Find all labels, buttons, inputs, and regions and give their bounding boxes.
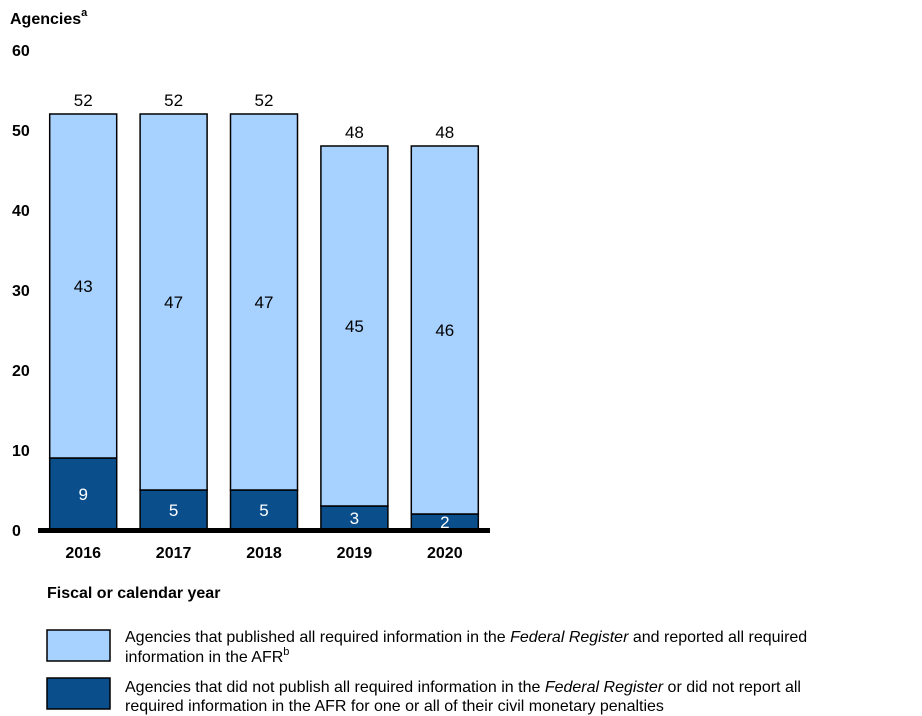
bar-total-label: 52 (164, 91, 183, 110)
x-axis-labels: 2016 2017 2018 2019 2020 (65, 545, 462, 562)
segment-value-label: 9 (78, 485, 87, 504)
bar-total-label: 52 (255, 91, 274, 110)
x-tick-label: 2017 (156, 545, 192, 562)
bar-total-label: 48 (345, 123, 364, 142)
x-tick-label: 2020 (427, 545, 463, 562)
legend-swatch-not-published (46, 677, 111, 710)
y-tick-label: 30 (12, 283, 30, 300)
y-axis-ticks: 0 10 20 30 40 50 60 (12, 43, 30, 540)
segment-value-label: 47 (164, 293, 183, 312)
y-tick-label: 40 (12, 203, 30, 220)
y-tick-label: 0 (12, 523, 21, 540)
segment-value-label: 2 (440, 513, 449, 532)
legend-not-published-line2: required information in the AFR for one … (125, 698, 664, 715)
bar-segment-published (410, 145, 480, 515)
x-tick-label: 2016 (65, 545, 101, 562)
x-tick-label: 2019 (337, 545, 373, 562)
bar-segment-not-published (48, 457, 118, 531)
segment-value-label: 43 (74, 277, 93, 296)
segment-value-label: 3 (350, 509, 359, 528)
segment-value-label: 47 (255, 293, 274, 312)
x-axis-title: Fiscal or calendar year (47, 585, 220, 602)
legend-not-published-line1: Agencies that did not publish all requir… (125, 679, 801, 696)
segment-value-label: 5 (169, 501, 178, 520)
bar-total-label: 48 (435, 123, 454, 142)
bar-segment-published (320, 145, 389, 507)
y-tick-label: 10 (12, 443, 30, 460)
legend: Agencies that published all required inf… (46, 629, 807, 715)
bar-segment-published (139, 113, 208, 491)
x-tick-label: 2018 (246, 545, 282, 562)
legend-published-line1: Agencies that published all required inf… (125, 629, 807, 646)
legend-published-line2: information in the AFRb (125, 646, 289, 666)
bars: 9 43 52 5 47 52 5 47 52 3 45 48 2 46 48 (48, 91, 480, 532)
y-tick-label: 50 (12, 123, 30, 140)
y-axis-title: Agenciesa (10, 7, 88, 28)
segment-value-label: 5 (259, 501, 268, 520)
segment-value-label: 46 (435, 321, 454, 340)
y-tick-label: 20 (12, 363, 30, 380)
segment-value-label: 45 (345, 317, 364, 336)
bar-total-label: 52 (74, 91, 93, 110)
bar-segment-published (48, 113, 118, 459)
y-tick-label: 60 (12, 43, 30, 60)
x-axis-baseline (38, 528, 490, 533)
legend-swatch-published (46, 629, 111, 662)
bar-segment-published (229, 113, 299, 491)
